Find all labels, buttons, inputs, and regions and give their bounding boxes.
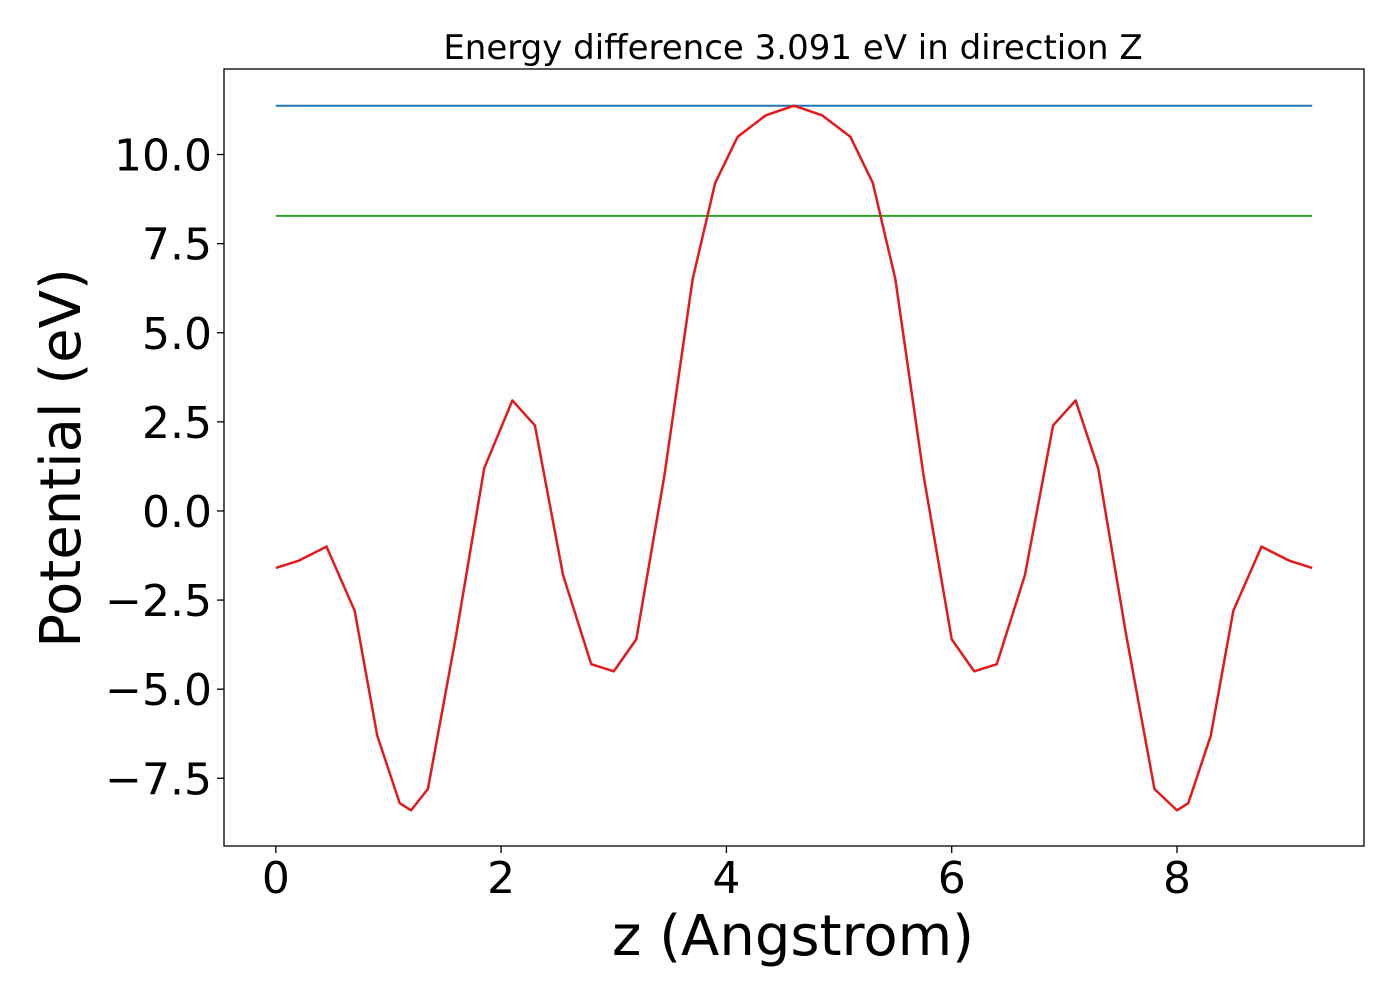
x-tick-label: 4	[712, 853, 740, 904]
plot-area-frame	[223, 68, 1365, 847]
y-tick-label: 10.0	[114, 131, 212, 182]
y-tick-label: 5.0	[142, 309, 212, 360]
y-axis: −7.5 −5.0 −2.5 0.0 2.5 5.0 7.5 10.0	[105, 131, 224, 805]
x-tick-label: 8	[1163, 853, 1191, 904]
y-tick-label: 2.5	[142, 398, 212, 449]
x-axis-label: z (Angstrom)	[612, 904, 974, 969]
x-axis: 0 2 4 6 8	[262, 846, 1191, 904]
x-tick-label: 0	[262, 853, 290, 904]
y-tick-label: −5.0	[105, 665, 212, 716]
y-tick-label: −2.5	[105, 576, 212, 627]
y-axis-label: Potential (eV)	[29, 268, 94, 648]
y-tick-label: 0.0	[142, 487, 212, 538]
chart-title: Energy difference 3.091 eV in direction …	[443, 28, 1142, 68]
x-tick-label: 6	[938, 853, 966, 904]
y-tick-label: 7.5	[142, 220, 212, 271]
y-tick-label: −7.5	[105, 754, 212, 805]
x-tick-label: 2	[487, 853, 515, 904]
series-layer	[275, 104, 1313, 812]
series-line-3	[275, 104, 1313, 812]
